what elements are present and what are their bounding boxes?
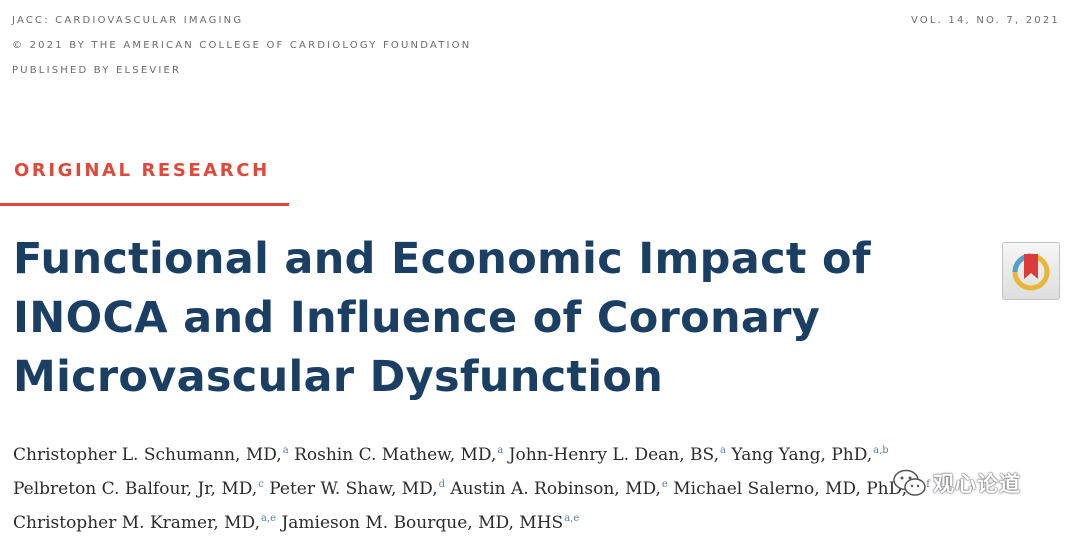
author-name[interactable]: Christopher L. Schumann, MD,a — [13, 445, 289, 465]
affiliation-marker[interactable]: e — [661, 479, 668, 490]
affiliation-marker[interactable]: c — [258, 479, 264, 490]
affiliation-marker[interactable]: a,e — [261, 513, 277, 524]
wechat-icon — [893, 469, 926, 496]
title-line: INOCA and Influence of Coronary — [13, 293, 821, 343]
author-name[interactable]: Yang Yang, PhD,a,b — [731, 445, 889, 465]
journal-title-row: JACC: CARDIOVASCULAR IMAGING VOL. 14, NO… — [12, 12, 1062, 37]
section-rule — [0, 203, 289, 206]
author-line: Pelbreton C. Balfour, Jr, MD,c Peter W. … — [13, 470, 1013, 504]
author-line: Christopher M. Kramer, MD,a,e Jamieson M… — [13, 504, 1013, 538]
affiliation-marker[interactable]: a — [720, 445, 726, 456]
affiliation-marker[interactable]: a — [282, 445, 289, 456]
journal-issue: VOL. 14, NO. 7, 2021 — [910, 15, 1060, 26]
author-name[interactable]: Peter W. Shaw, MD,d — [269, 479, 445, 499]
author-name[interactable]: Michael Salerno, MD, PhD,a,e,f — [673, 479, 930, 499]
author-name[interactable]: Austin A. Robinson, MD,e — [450, 479, 668, 499]
journal-name: JACC: CARDIOVASCULAR IMAGING — [12, 15, 244, 26]
watermark-text: 观心论道 — [933, 472, 1021, 496]
affiliation-marker[interactable]: d — [438, 479, 445, 490]
affiliation-marker[interactable]: a,b — [873, 445, 889, 456]
author-name[interactable]: John-Henry L. Dean, BS,a — [508, 445, 726, 465]
title-line: Functional and Economic Impact of — [13, 234, 871, 284]
crossmark-icon — [1012, 253, 1050, 291]
journal-copyright: © 2021 BY THE AMERICAN COLLEGE OF CARDIO… — [12, 40, 472, 51]
journal-publisher: PUBLISHED BY ELSEVIER — [12, 65, 182, 76]
affiliation-marker[interactable]: a — [497, 445, 504, 456]
journal-header: JACC: CARDIOVASCULAR IMAGING VOL. 14, NO… — [12, 12, 1062, 87]
author-name[interactable]: Roshin C. Mathew, MD,a — [294, 445, 504, 465]
crossmark-button[interactable] — [1002, 242, 1060, 300]
author-name[interactable]: Pelbreton C. Balfour, Jr, MD,c — [13, 479, 264, 499]
affiliation-marker[interactable]: a,e — [564, 513, 580, 524]
author-name[interactable]: Jamieson M. Bourque, MD, MHSa,e — [281, 513, 580, 533]
article-title: Functional and Economic Impact of INOCA … — [13, 230, 913, 407]
title-line: Microvascular Dysfunction — [13, 352, 664, 402]
section-label: ORIGINAL RESEARCH — [14, 160, 270, 181]
author-line: Christopher L. Schumann, MD,a Roshin C. … — [13, 436, 1013, 470]
watermark: 观心论道 — [893, 468, 1021, 498]
author-name[interactable]: Christopher M. Kramer, MD,a,e — [13, 513, 277, 533]
author-list: Christopher L. Schumann, MD,a Roshin C. … — [13, 436, 1013, 538]
